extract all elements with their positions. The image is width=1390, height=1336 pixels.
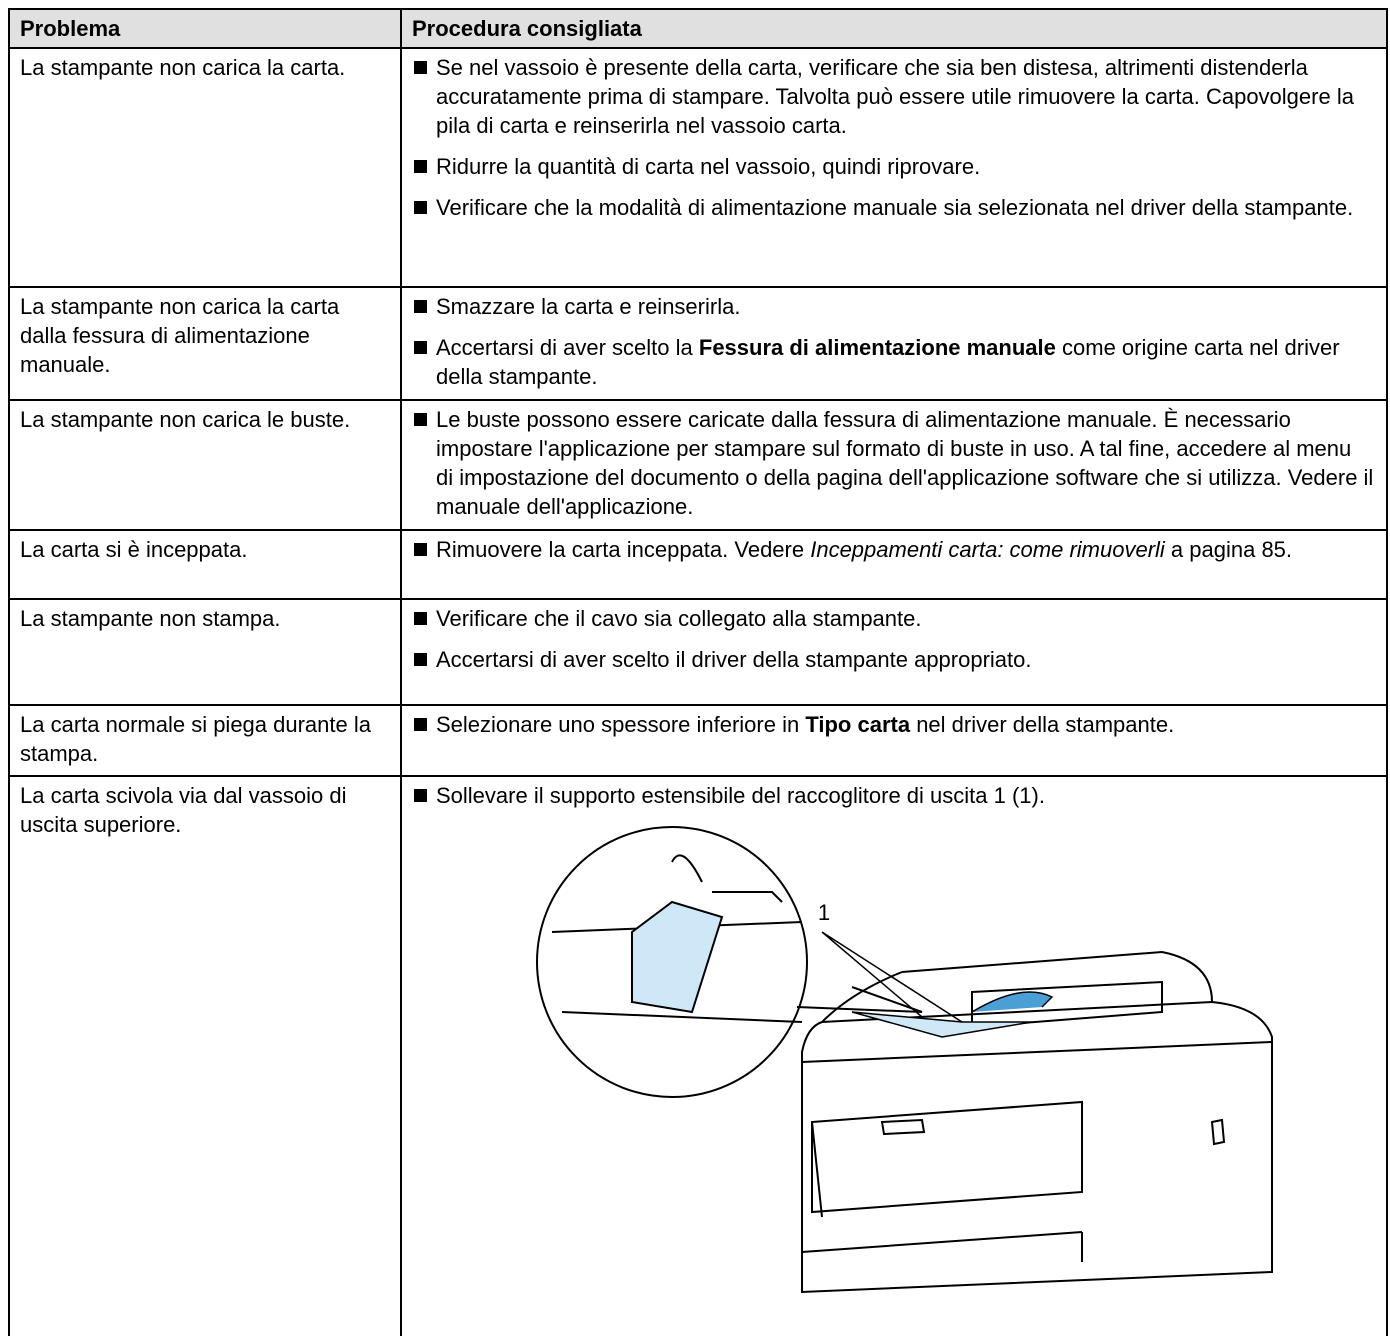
text: Ridurre la quantità di carta nel vassoio…	[436, 154, 981, 179]
procedure: Sollevare il supporto estensibile del ra…	[400, 775, 1388, 1336]
text: Accertarsi di aver scelto il driver dell…	[436, 647, 1032, 672]
bullet-item: Accertarsi di aver scelto il driver dell…	[412, 645, 1374, 674]
bullet-item: Se nel vassoio è presente della carta, v…	[412, 53, 1374, 140]
bullet-item: Smazzare la carta e reinserirla.	[412, 292, 1374, 321]
text: Verificare che la modalità di alimentazi…	[436, 195, 1354, 220]
bullet-item: Le buste possono essere caricate dalla f…	[412, 405, 1374, 521]
procedure: Verificare che il cavo sia collegato all…	[400, 598, 1388, 706]
text: Selezionare uno spessore inferiore in	[436, 712, 806, 737]
bullet-item: Rimuovere la carta inceppata. Vedere Inc…	[412, 535, 1374, 564]
problem: La carta normale si piega durante la sta…	[8, 704, 402, 777]
text: Smazzare la carta e reinserirla.	[436, 294, 741, 319]
printer-illustration: 1	[536, 826, 1273, 1294]
text: come origine carta nel driver della stam…	[436, 335, 1340, 389]
bullet-item: Sollevare il supporto estensibile del ra…	[412, 781, 1374, 810]
bullet-item: Selezionare uno spessore inferiore in Ti…	[412, 710, 1374, 739]
text: Accertarsi di aver scelto la	[436, 335, 699, 360]
procedure: Rimuovere la carta inceppata. Vedere Inc…	[400, 529, 1388, 600]
header-cell: Problema	[8, 8, 402, 49]
text: Rimuovere la carta inceppata. Vedere	[436, 537, 811, 562]
problem: La stampante non carica la carta dalla f…	[8, 286, 402, 401]
problem: La stampante non carica le buste.	[8, 399, 402, 531]
procedure: Selezionare uno spessore inferiore in Ti…	[400, 704, 1388, 777]
header-cell: Procedura consigliata	[400, 8, 1388, 49]
text: a pagina 85.	[1164, 537, 1293, 562]
bullet-item: Verificare che la modalità di alimentazi…	[412, 193, 1374, 222]
page: Problema Procedura consigliata La stampa…	[8, 8, 1388, 1336]
row: La stampante non carica la carta. Se nel…	[8, 47, 1388, 288]
text: Verificare che il cavo sia collegato all…	[436, 606, 922, 631]
row: La carta si è inceppata. Rimuovere la ca…	[8, 529, 1388, 600]
problem: La stampante non carica la carta.	[8, 47, 402, 288]
troubleshooting-table: Problema Procedura consigliata La stampa…	[8, 8, 1388, 1336]
row: La stampante non carica le buste. Le bus…	[8, 399, 1388, 531]
bullet-item: Accertarsi di aver scelto la Fessura di …	[412, 333, 1374, 391]
bold-text: Fessura di alimentazione manuale	[698, 335, 1056, 360]
italic-text: Inceppamenti carta: come rimuoverli	[810, 537, 1165, 562]
text: Se nel vassoio è presente della carta, v…	[436, 55, 1354, 138]
text: Le buste possono essere caricate dalla f…	[436, 407, 1374, 519]
header-row: Problema Procedura consigliata	[8, 8, 1388, 49]
bold-text: Tipo carta	[805, 712, 911, 737]
procedure: Le buste possono essere caricate dalla f…	[400, 399, 1388, 531]
bullet-item: Ridurre la quantità di carta nel vassoio…	[412, 152, 1374, 181]
row: La stampante non stampa. Verificare che …	[8, 598, 1388, 706]
problem: La carta si è inceppata.	[8, 529, 402, 600]
row: La carta normale si piega durante la sta…	[8, 704, 1388, 777]
problem: La stampante non stampa.	[8, 598, 402, 706]
procedure: Se nel vassoio è presente della carta, v…	[400, 47, 1388, 288]
row: La stampante non carica la carta dalla f…	[8, 286, 1388, 401]
text: Sollevare il supporto estensibile del ra…	[436, 783, 1045, 808]
procedure: Smazzare la carta e reinserirla. Accerta…	[400, 286, 1388, 401]
callout-label: 1	[818, 900, 830, 925]
problem: La carta scivola via dal vassoio di usci…	[8, 775, 402, 1336]
row: La carta scivola via dal vassoio di usci…	[8, 775, 1388, 1336]
text: nel driver della stampante.	[910, 712, 1175, 737]
bullet-item: Verificare che il cavo sia collegato all…	[412, 604, 1374, 633]
